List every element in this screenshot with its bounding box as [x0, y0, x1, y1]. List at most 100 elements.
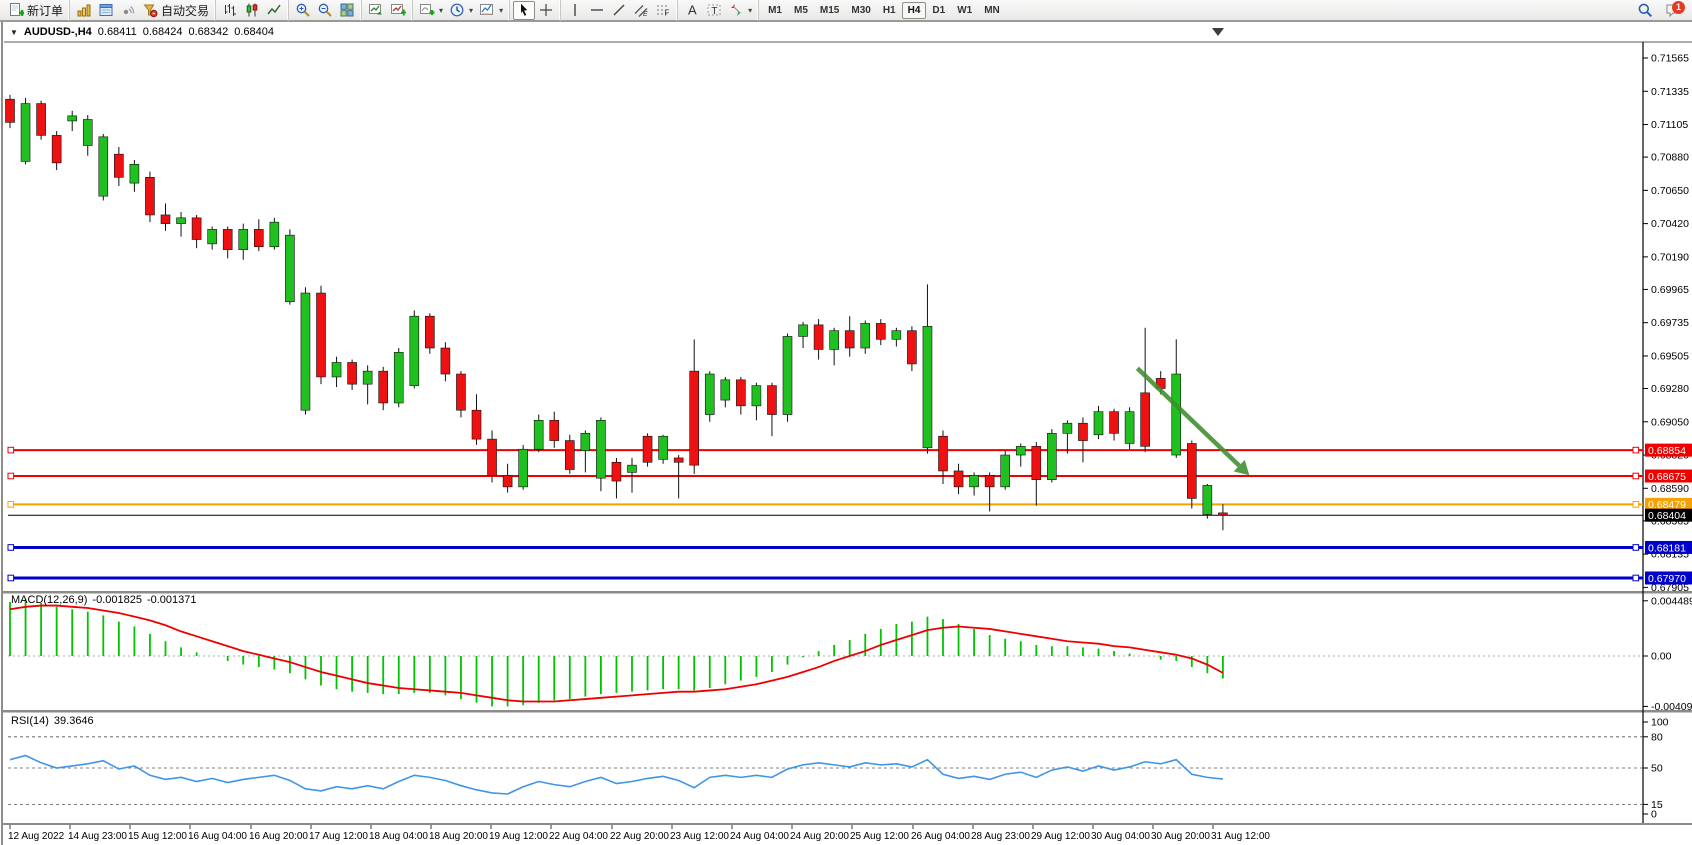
timeframe-m30[interactable]: M30: [845, 2, 876, 19]
macd-name: MACD(12,26,9): [11, 594, 88, 606]
notification-badge: 1: [1672, 1, 1685, 14]
candle: [549, 420, 560, 441]
price-axis-tick: 0.71565: [1651, 53, 1689, 65]
panel-separator[interactable]: [3, 710, 1692, 713]
line-handle[interactable]: [1632, 574, 1640, 582]
trend-arrow-annotation[interactable]: [1135, 366, 1250, 476]
timeframe-d1[interactable]: D1: [926, 2, 951, 19]
candle: [673, 457, 684, 463]
text-button[interactable]: A: [681, 1, 703, 20]
candle: [222, 229, 233, 250]
candle: [347, 362, 357, 385]
candle: [969, 474, 979, 488]
notifications-button[interactable]: 1: [1662, 0, 1685, 20]
new-chart-button[interactable]: [365, 1, 387, 20]
candle: [518, 448, 528, 488]
data-window-button[interactable]: [95, 1, 117, 20]
indicators-button[interactable]: ▾: [416, 1, 446, 20]
candle: [1187, 443, 1197, 499]
macd-indicator-label: MACD(12,26,9) -0.001825 -0.001371: [11, 594, 197, 606]
candle: [533, 420, 544, 450]
rsi-axis-tick: 80: [1651, 731, 1663, 743]
line-handle[interactable]: [7, 574, 15, 582]
line-handle[interactable]: [1632, 446, 1640, 454]
timeframe-m15[interactable]: M15: [814, 2, 845, 19]
line-handle[interactable]: [7, 446, 15, 454]
chart-background: [0, 21, 1692, 845]
chart-shift-marker[interactable]: [1212, 28, 1224, 36]
search-icon: [1637, 2, 1653, 18]
auto-trading-button-label: 自动交易: [161, 3, 210, 18]
line-handle[interactable]: [7, 472, 15, 480]
fibonacci-button[interactable]: F: [652, 1, 674, 20]
vertical-line-button[interactable]: [564, 1, 586, 20]
candlestick-chart-button[interactable]: [241, 1, 263, 20]
candle: [922, 326, 933, 449]
crosshair-button[interactable]: [535, 1, 557, 20]
timeframe-mn[interactable]: MN: [978, 2, 1006, 19]
text-label-button[interactable]: T: [703, 1, 725, 20]
trendline-icon: [611, 2, 627, 18]
vertical-line-icon: [567, 2, 583, 18]
date-axis-label: 25 Aug 12:00: [850, 831, 909, 842]
candle: [440, 347, 451, 375]
price-axis-tick: 0.68590: [1651, 483, 1689, 495]
cursor-button[interactable]: [513, 0, 536, 20]
horizontal-line-button[interactable]: [586, 1, 608, 20]
navigator-button[interactable]: [117, 1, 139, 20]
line-handle[interactable]: [7, 501, 15, 508]
timeframe-h1[interactable]: H1: [877, 2, 902, 19]
periods-button[interactable]: ▾: [446, 1, 476, 20]
toolbar-right: 1: [1634, 0, 1690, 20]
rsi-name: RSI(14): [11, 715, 49, 727]
text-icon: A: [684, 2, 700, 18]
line-handle[interactable]: [1632, 544, 1640, 551]
candle: [1047, 433, 1057, 480]
candle: [487, 438, 497, 476]
toolbar-group: ▾ ▾ ▾: [412, 0, 509, 21]
candle: [1015, 446, 1026, 456]
low-value: 0.68342: [188, 26, 229, 38]
timeframe-h4[interactable]: H4: [901, 1, 927, 19]
timeframe-m1[interactable]: M1: [762, 2, 788, 19]
equidistant-channel-button[interactable]: E: [630, 1, 652, 20]
line-handle[interactable]: [1632, 501, 1640, 508]
rsi-axis-tick: 15: [1651, 799, 1663, 811]
close-value: 0.68404: [234, 26, 275, 38]
symbol-dropdown-icon[interactable]: ▼: [10, 27, 18, 37]
zoom-in-button[interactable]: [292, 1, 314, 20]
candle: [782, 336, 793, 415]
timeframe-toolbar: M1 M5 M15 M30 H1 H4 D1 W1 MN: [758, 0, 1009, 21]
templates-button[interactable]: ▾: [476, 1, 506, 20]
timeframe-m5[interactable]: M5: [788, 2, 814, 19]
panel-separator[interactable]: [3, 591, 1692, 594]
symbol-label: AUDUSD-,H4: [23, 26, 92, 38]
line-handle[interactable]: [1632, 472, 1640, 480]
new-order-icon: [8, 2, 24, 18]
market-watch-button[interactable]: [73, 1, 95, 20]
candle: [938, 435, 948, 472]
date-axis-label: 24 Aug 20:00: [790, 831, 849, 842]
trendline-button[interactable]: [608, 1, 630, 20]
candle: [362, 370, 373, 385]
price-axis-tick: 0.69280: [1651, 383, 1689, 395]
line-chart-button[interactable]: [263, 1, 285, 20]
arrows-button[interactable]: ▾: [725, 1, 755, 20]
price-line-label: 0.68404: [1645, 508, 1692, 522]
tile-windows-button[interactable]: [336, 1, 358, 20]
new-order-button[interactable]: 新订单: [5, 1, 66, 20]
bar-chart-button[interactable]: [219, 1, 241, 20]
search-button[interactable]: [1634, 1, 1656, 20]
line-handle[interactable]: [7, 544, 15, 551]
timeframe-w1[interactable]: W1: [951, 2, 978, 19]
chart-profile-button[interactable]: [387, 1, 409, 20]
candle: [456, 373, 466, 411]
date-axis-label: 23 Aug 12:00: [670, 831, 729, 842]
zoom-out-button[interactable]: [314, 1, 336, 20]
auto-trading-button[interactable]: 自动交易: [139, 1, 212, 20]
tile-windows-icon: [339, 2, 355, 18]
svg-text:0.68479: 0.68479: [1648, 499, 1686, 511]
price-axis-tick: 0.71105: [1651, 119, 1688, 131]
svg-text:0.68675: 0.68675: [1648, 471, 1686, 483]
